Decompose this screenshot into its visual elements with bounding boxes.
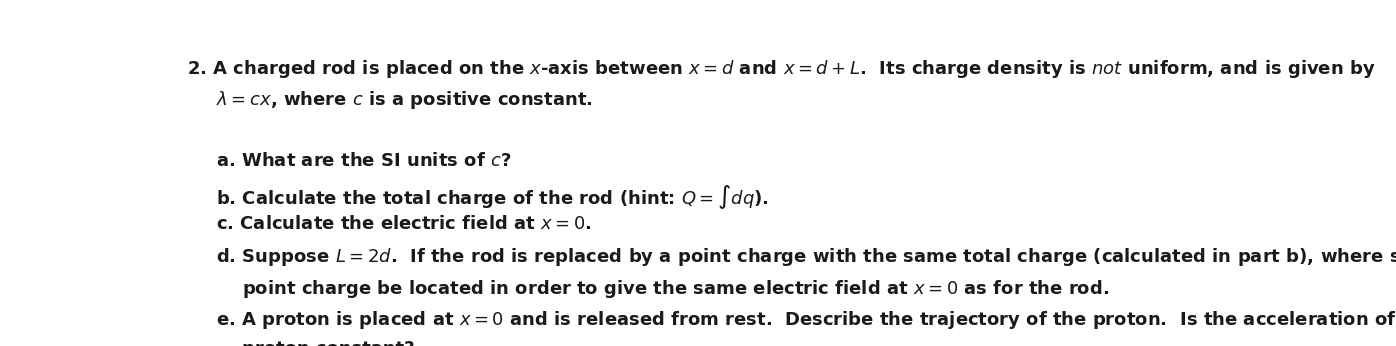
Text: d. Suppose $L = 2d$.  If the rod is replaced by a point charge with the same tot: d. Suppose $L = 2d$. If the rod is repla… — [215, 246, 1396, 268]
Text: 2. A charged rod is placed on the $\mathit{x}$-axis between $x = d$ and $x = d +: 2. A charged rod is placed on the $\math… — [187, 57, 1376, 80]
Text: e. A proton is placed at $x = 0$ and is released from rest.  Describe the trajec: e. A proton is placed at $x = 0$ and is … — [215, 309, 1396, 331]
Text: b. Calculate the total charge of the rod (hint: $Q = \int dq$).: b. Calculate the total charge of the rod… — [215, 183, 768, 211]
Text: c. Calculate the electric field at $x = 0$.: c. Calculate the electric field at $x = … — [215, 215, 592, 233]
Text: a. What are the SI units of $c$?: a. What are the SI units of $c$? — [215, 152, 511, 170]
Text: $\lambda = cx$, where $c$ is a positive constant.: $\lambda = cx$, where $c$ is a positive … — [215, 89, 592, 111]
Text: point charge be located in order to give the same electric field at $x = 0$ as f: point charge be located in order to give… — [242, 277, 1108, 300]
Text: proton constant?: proton constant? — [242, 340, 415, 346]
